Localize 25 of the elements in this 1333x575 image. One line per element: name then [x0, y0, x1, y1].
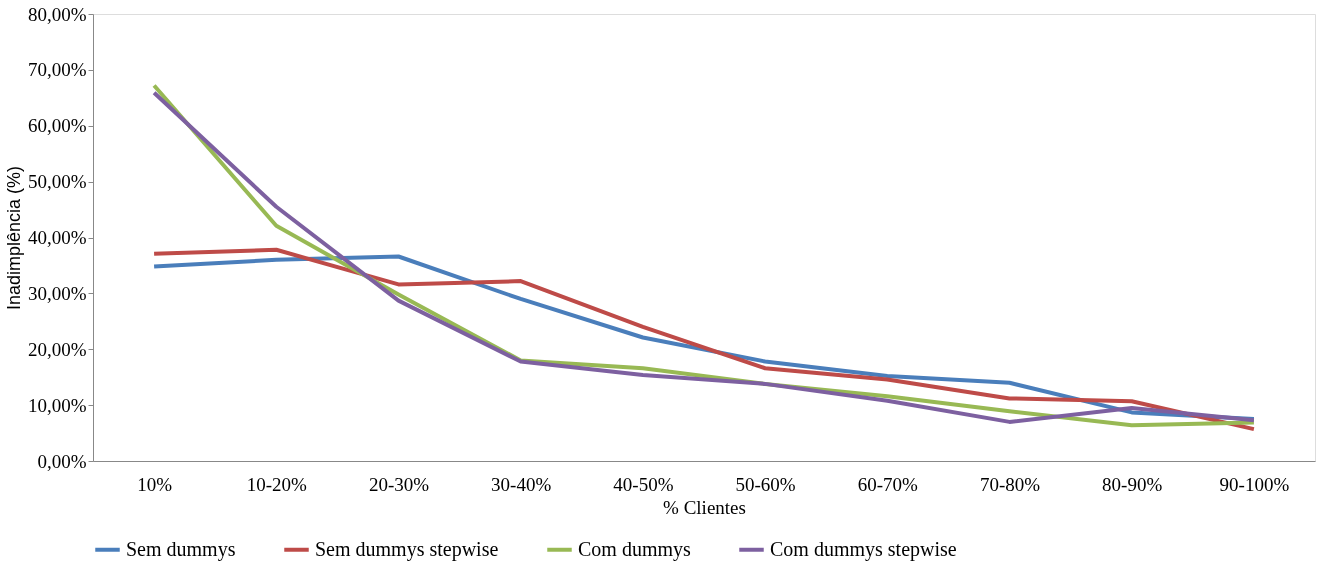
y-tick-label: 40,00%	[27, 227, 87, 248]
x-axis-title: % Clientes	[663, 496, 746, 518]
x-tick-label: 20-30%	[368, 473, 430, 495]
y-tick-label: 30,00%	[27, 282, 87, 304]
x-tick-label: 70-80%	[979, 473, 1041, 495]
legend-label: Com dummys	[578, 537, 692, 561]
x-tick-label: 80-90%	[1102, 473, 1163, 495]
y-tick-label: 0,00%	[37, 450, 87, 472]
x-tick-label: 10-20%	[246, 473, 308, 495]
x-tick-label: 10%	[137, 473, 173, 495]
x-tick-label: 60-70%	[857, 473, 919, 495]
x-tick-label: 90-100%	[1219, 473, 1290, 495]
legend-label: Sem dummys	[126, 537, 236, 561]
y-tick-label: 10,00%	[27, 394, 87, 416]
y-axis-title: Inadimplência (%)	[3, 165, 24, 311]
y-tick-label: 70,00%	[27, 59, 87, 81]
x-tick-label: 30-40%	[491, 473, 552, 495]
x-tick-label: 40-50%	[613, 473, 674, 495]
y-tick-label: 50,00%	[27, 171, 87, 193]
y-tick-label: 20,00%	[27, 338, 87, 360]
legend-label: Com dummys stepwise	[770, 537, 957, 561]
legend-label: Sem dummys stepwise	[315, 537, 499, 561]
y-tick-label: 80,00%	[27, 3, 87, 25]
y-tick-label: 60,00%	[27, 115, 87, 137]
x-tick-label: 50-60%	[735, 473, 796, 495]
